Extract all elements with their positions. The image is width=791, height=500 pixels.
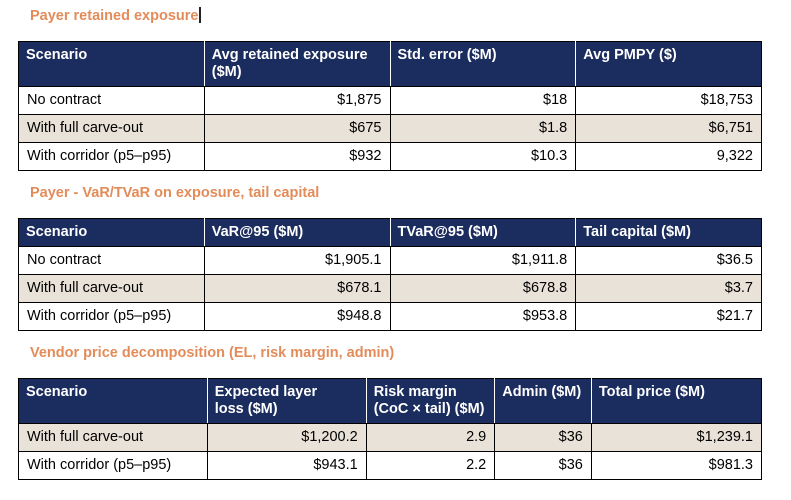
value-cell[interactable]: $1,239.1 (590, 423, 763, 452)
table-section: Payer - VaR/TVaR on exposure, tail capit… (18, 184, 766, 331)
value-cell[interactable]: $18,753 (575, 86, 762, 115)
value-cell[interactable]: 9,322 (575, 142, 762, 171)
column-header[interactable]: Total price ($M) (591, 378, 763, 424)
table-row: With full carve-out $675 $1.8 $6,751 (18, 114, 762, 143)
column-header[interactable]: Scenario (18, 218, 205, 247)
value-cell[interactable]: $953.8 (389, 302, 577, 331)
column-header[interactable]: Expected layer loss ($M) (207, 378, 367, 424)
column-header[interactable]: Tail capital ($M) (575, 218, 762, 247)
table-row: With corridor (p5–p95) $943.1 2.2 $36 $981.3 (18, 451, 763, 480)
table-row: No contract $1,905.1 $1,911.8 $36.5 (18, 246, 762, 275)
value-cell[interactable]: $1,905.1 (203, 246, 391, 275)
column-header[interactable]: VaR@95 ($M) (204, 218, 391, 247)
section-title-text: Payer retained exposure (30, 8, 199, 24)
value-cell[interactable]: $932 (203, 142, 391, 171)
value-cell[interactable]: $36 (494, 451, 592, 480)
table-row: With corridor (p5–p95) $948.8 $953.8 $21.7 (18, 302, 762, 331)
value-cell[interactable]: $1.8 (389, 114, 577, 143)
value-cell[interactable]: $678.8 (389, 274, 577, 303)
value-cell[interactable]: 2.2 (365, 451, 496, 480)
header-row: Scenario Expected layer loss ($M) Risk mar… (18, 378, 763, 424)
section-title[interactable]: Payer - VaR/TVaR on exposure, tail capit… (30, 184, 766, 202)
document-body[interactable]: Payer retained exposure Scenario Avg retai… (0, 0, 766, 500)
column-header[interactable]: Scenario (18, 378, 208, 424)
table-row: With full carve-out $678.1 $678.8 $3.7 (18, 274, 762, 303)
value-cell[interactable]: $1,200.2 (206, 423, 367, 452)
value-cell[interactable]: $18 (389, 86, 577, 115)
scenario-cell[interactable]: With full carve-out (18, 423, 208, 452)
value-cell[interactable]: $3.7 (575, 274, 762, 303)
column-header[interactable]: Admin ($M) (494, 378, 592, 424)
value-cell[interactable]: $943.1 (206, 451, 367, 480)
table-section: Payer retained exposure Scenario Avg retai… (18, 7, 766, 171)
header-row: Scenario VaR@95 ($M) TVaR@95 ($M) Tail capi… (18, 218, 762, 247)
value-cell[interactable]: $6,751 (575, 114, 762, 143)
data-table: Scenario VaR@95 ($M) TVaR@95 ($M) Tail capi… (18, 218, 762, 331)
section-title-text: Vendor price decomposition (EL, risk mar… (30, 345, 395, 361)
value-cell[interactable]: $36 (494, 423, 592, 452)
value-cell[interactable]: $21.7 (575, 302, 762, 331)
value-cell[interactable]: $678.1 (203, 274, 391, 303)
table-row: With corridor (p5–p95) $932 $10.3 9,322 (18, 142, 762, 171)
value-cell[interactable]: $948.8 (203, 302, 391, 331)
scenario-cell[interactable]: With corridor (p5–p95) (18, 451, 208, 480)
column-header[interactable]: Std. error ($M) (390, 41, 577, 87)
column-header[interactable]: Scenario (18, 41, 205, 87)
value-cell[interactable]: $1,875 (203, 86, 391, 115)
text-cursor (199, 7, 202, 23)
value-cell[interactable]: $981.3 (590, 451, 763, 480)
column-header[interactable]: Avg retained exposure ($M) (204, 41, 391, 87)
value-cell[interactable]: $36.5 (575, 246, 762, 275)
column-header[interactable]: Avg PMPY ($) (575, 41, 762, 87)
section-title[interactable]: Vendor price decomposition (EL, risk mar… (30, 344, 766, 362)
section-title[interactable]: Payer retained exposure (30, 7, 766, 25)
scenario-cell[interactable]: With full carve-out (18, 114, 205, 143)
scenario-cell[interactable]: With corridor (p5–p95) (18, 302, 205, 331)
scenario-cell[interactable]: No contract (18, 86, 205, 115)
column-header[interactable]: TVaR@95 ($M) (390, 218, 577, 247)
section-title-text: Payer - VaR/TVaR on exposure, tail capit… (30, 185, 320, 201)
value-cell[interactable]: 2.9 (365, 423, 496, 452)
table-row: With full carve-out $1,200.2 2.9 $36 $1,239.… (18, 423, 763, 452)
value-cell[interactable]: $675 (203, 114, 391, 143)
scenario-cell[interactable]: No contract (18, 246, 205, 275)
table-row: No contract $1,875 $18 $18,753 (18, 86, 762, 115)
value-cell[interactable]: $1,911.8 (389, 246, 577, 275)
column-header[interactable]: Risk margin (CoC × tail) ($M) (366, 378, 496, 424)
header-row: Scenario Avg retained exposure ($M) Std. e… (18, 41, 762, 87)
table-section: Vendor price decomposition (EL, risk mar… (18, 344, 766, 480)
scenario-cell[interactable]: With full carve-out (18, 274, 205, 303)
data-table: Scenario Expected layer loss ($M) Risk mar… (18, 378, 763, 480)
scenario-cell[interactable]: With corridor (p5–p95) (18, 142, 205, 171)
value-cell[interactable]: $10.3 (389, 142, 577, 171)
data-table: Scenario Avg retained exposure ($M) Std. e… (18, 41, 762, 171)
